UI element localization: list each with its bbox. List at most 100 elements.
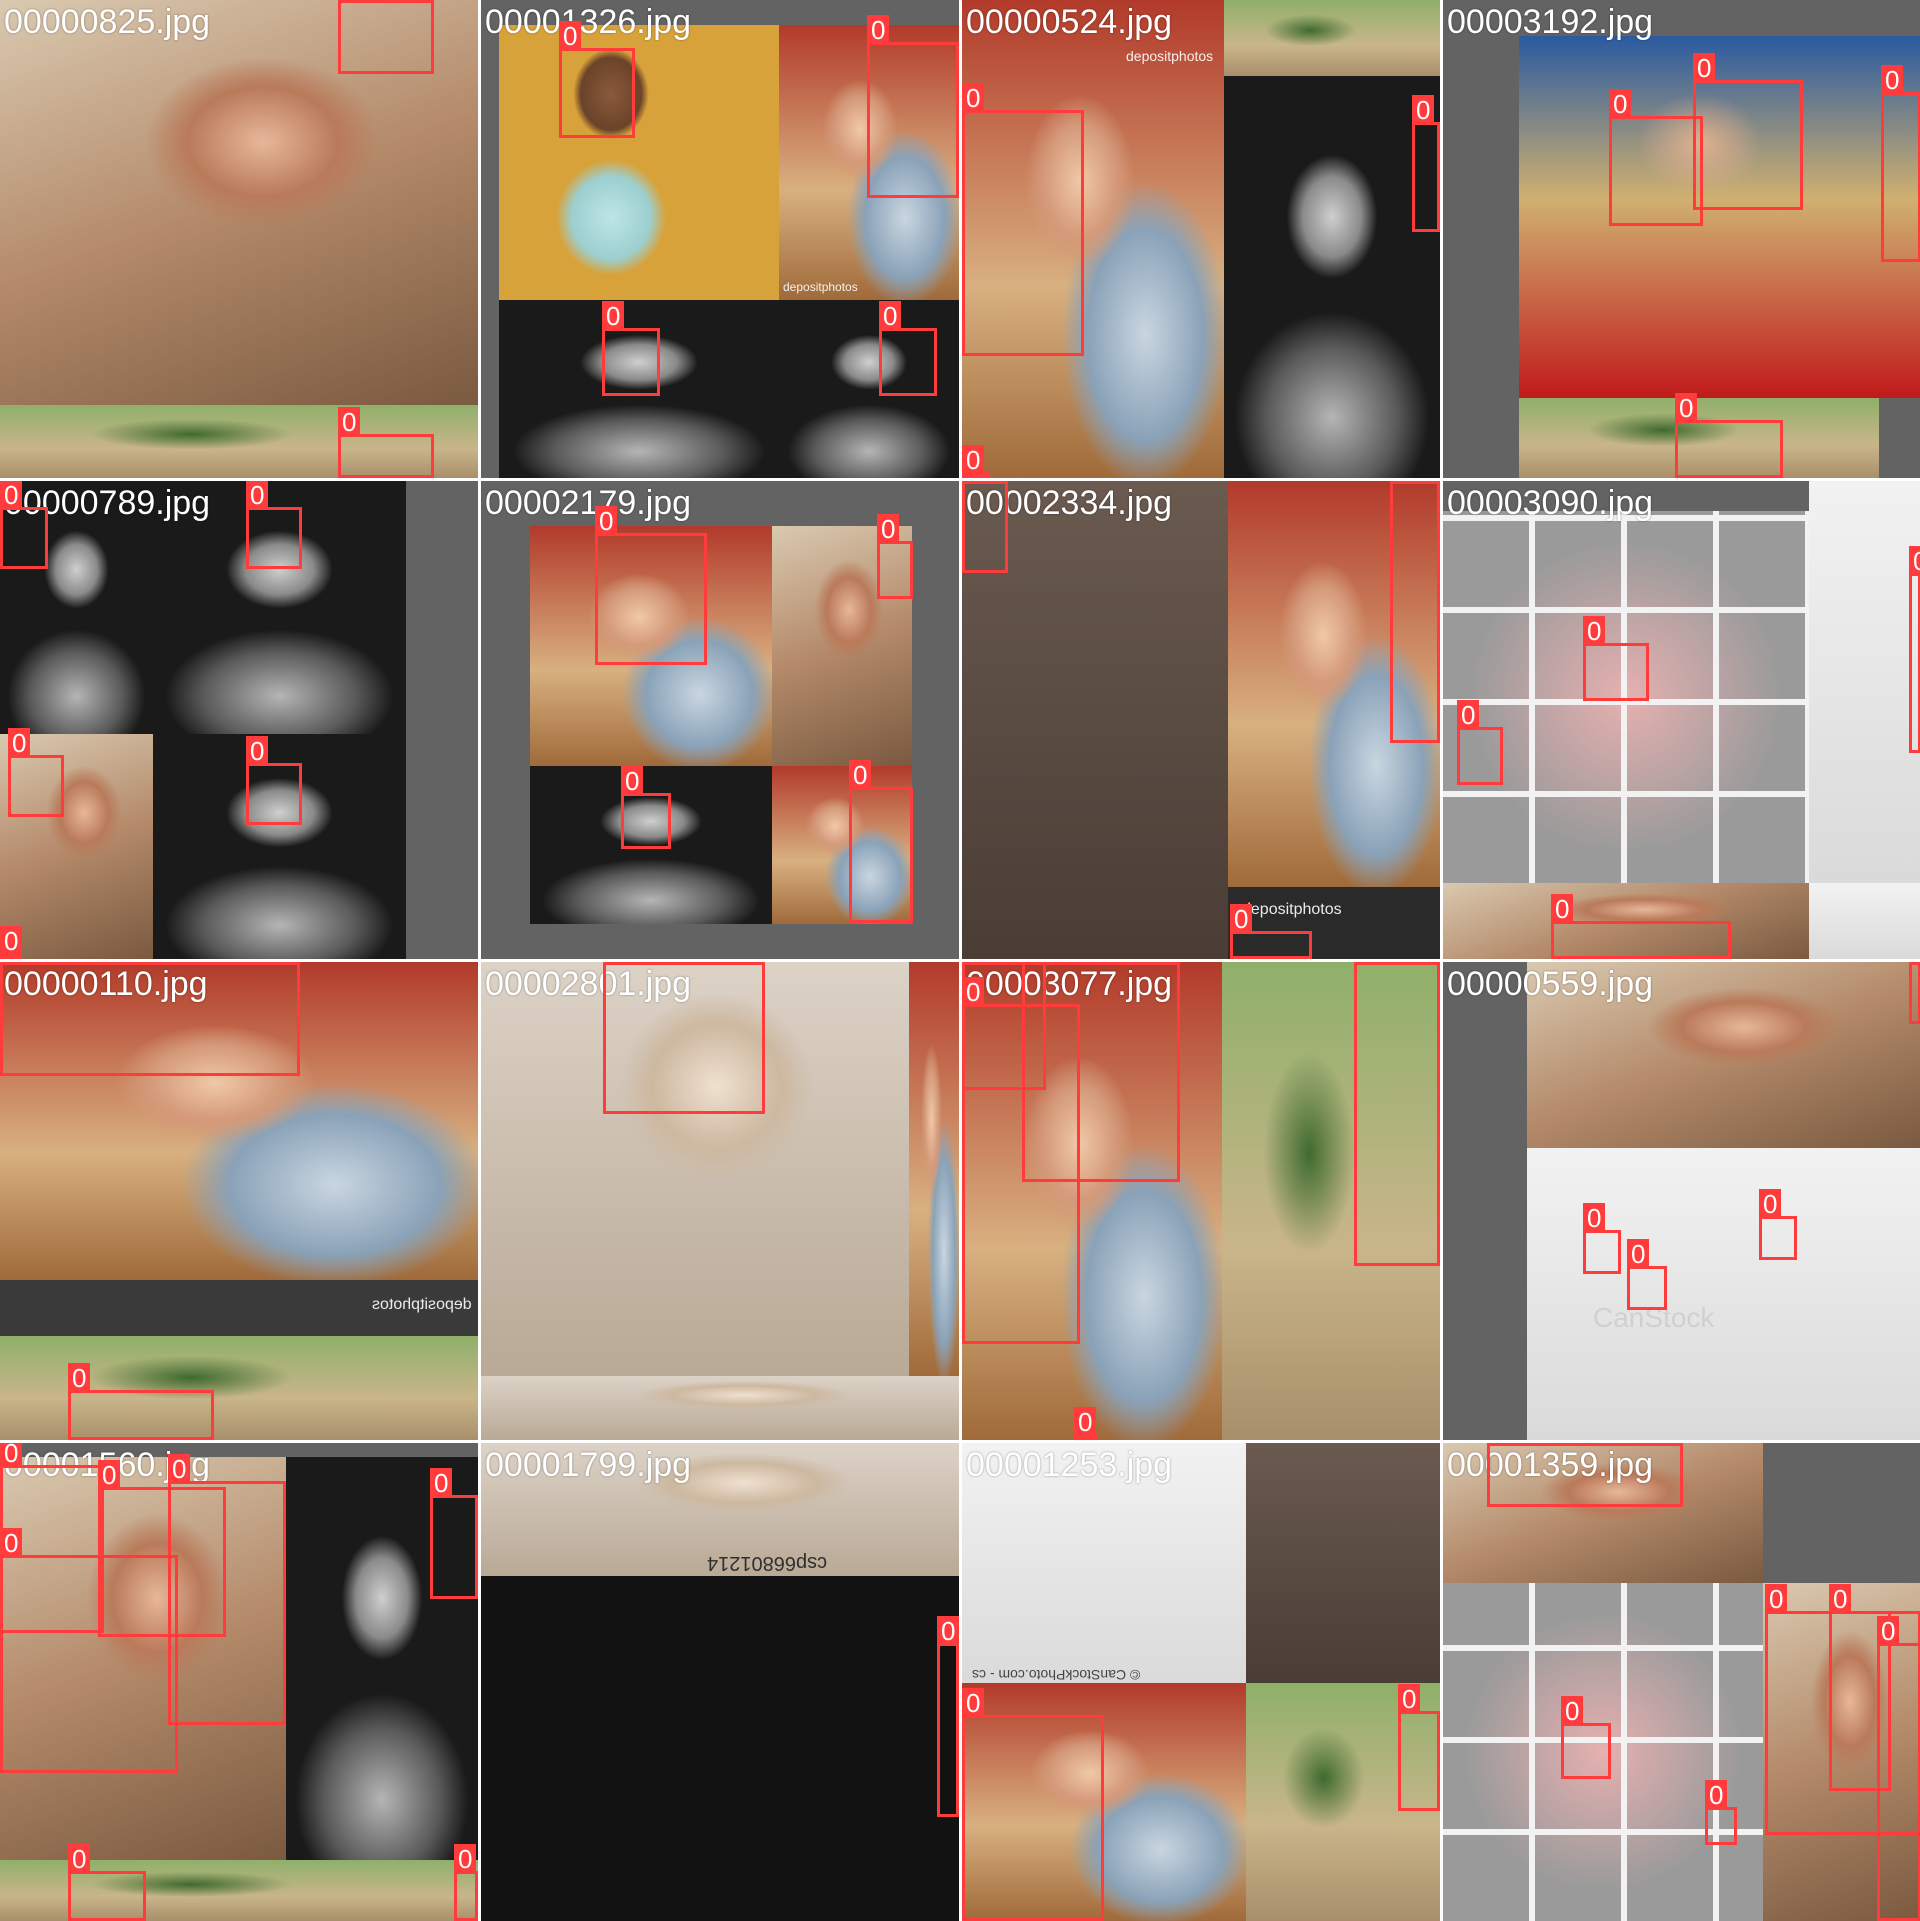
class-label: 0 <box>1398 1684 1421 1714</box>
tile-filename: 00001326.jpg <box>485 3 692 41</box>
detection-box: 0 <box>962 445 990 478</box>
photo-panel <box>286 1457 478 1860</box>
photo-panel <box>1519 36 1920 398</box>
photo-panel <box>1224 76 1440 478</box>
detection-box: 0 <box>621 766 671 849</box>
class-label: 0 <box>1675 393 1698 423</box>
mosaic-tile: csp66801214 00001799.jpg 0 <box>481 1443 959 1921</box>
detection-box: 0 <box>1457 700 1503 785</box>
class-label: 0 <box>962 83 985 113</box>
detection-box: 0 <box>0 481 48 569</box>
tile-filename: 00000110.jpg <box>4 965 208 1003</box>
class-label: 0 <box>1551 894 1574 924</box>
class-label: 0 <box>454 1844 477 1874</box>
photo-panel <box>1443 1583 1763 1921</box>
class-label: 0 <box>0 962 23 965</box>
photo-panel <box>1443 1443 1763 1583</box>
detection-box: 0 <box>1881 65 1920 262</box>
detection-box: 0 <box>1609 89 1703 226</box>
class-label: 0 <box>1022 962 1045 965</box>
mosaic-tile: 00001560.jpg 0 0 0 0 0 0 0 <box>0 1443 478 1921</box>
photo-panel <box>153 481 406 734</box>
detection-box: 0 <box>1627 1239 1667 1310</box>
class-label: 0 <box>1230 904 1253 934</box>
class-label: 0 <box>1457 700 1480 730</box>
detection-box: 0 <box>962 83 1084 356</box>
detection-box: 0 <box>1230 904 1312 959</box>
mosaic-tile: 00000789.jpg 0 0 0 0 0 <box>0 481 478 959</box>
class-label: 0 <box>1909 962 1920 965</box>
detection-box: 0 <box>962 977 1080 1344</box>
detection-box: 0 <box>1909 546 1920 753</box>
photo-panel <box>0 405 478 478</box>
photo-panel <box>1228 481 1440 887</box>
detection-box: 0 <box>602 301 660 396</box>
detection-box: 0 <box>454 1844 478 1921</box>
tile-filename: 00003090.jpg <box>1447 484 1654 522</box>
watermark-text: depositphotos <box>783 280 858 294</box>
tile-filename: 00001799.jpg <box>485 1446 692 1484</box>
photo-panel <box>481 962 909 1376</box>
detection-box: 0 <box>1074 1407 1098 1440</box>
class-label: 0 <box>877 514 900 544</box>
mosaic-tile: 00002801.jpg 0 <box>481 962 959 1440</box>
class-label: 0 <box>1609 89 1632 119</box>
mosaic-tile: 00002179.jpg 0 0 0 0 <box>481 481 959 959</box>
class-label: 0 <box>68 1363 91 1393</box>
class-label: 0 <box>246 481 269 510</box>
detection-box: 0 <box>1398 1684 1440 1811</box>
class-label: 0 <box>602 301 625 331</box>
photo-panel <box>1228 887 1440 959</box>
mosaic-tile: 00003077.jpg 0 0 0 0 0 <box>962 962 1440 1440</box>
detection-box: 0 <box>962 1688 1104 1921</box>
tile-filename: 00000524.jpg <box>966 3 1173 41</box>
mosaic-tile: depositphotos 00002334.jpg 0 0 0 <box>962 481 1440 959</box>
tile-filename: 00000559.jpg <box>1447 965 1654 1003</box>
photo-panel <box>909 962 959 1376</box>
class-label: 0 <box>338 407 361 437</box>
detection-box: 0 <box>68 1844 146 1921</box>
photo-panel <box>153 734 406 959</box>
detection-box: 0 <box>1022 962 1180 1182</box>
detection-box: 0 <box>937 1616 959 1817</box>
detection-box: 0 <box>1705 1780 1737 1845</box>
photo-panel <box>0 962 478 1280</box>
detection-box: 0 <box>559 21 635 138</box>
tile-filename: 00003077.jpg <box>966 965 1173 1003</box>
class-label: 0 <box>8 728 31 758</box>
photo-panel <box>530 526 772 766</box>
tile-filename: 00002801.jpg <box>485 965 692 1003</box>
class-label: 0 <box>1705 1780 1728 1810</box>
detection-box: 0 <box>1354 962 1440 1266</box>
photo-panel <box>0 481 153 734</box>
class-label: 0 <box>962 481 985 484</box>
tile-filename: 00000825.jpg <box>4 3 211 41</box>
detection-box: 0 <box>0 926 23 959</box>
tile-filename: 00000789.jpg <box>4 484 211 522</box>
photo-panel <box>1519 398 1879 478</box>
detection-box: 0 <box>8 728 64 817</box>
class-label: 0 <box>1074 1407 1097 1437</box>
detection-box: 0 <box>879 301 937 396</box>
watermark-text: depositphotos <box>372 1296 472 1313</box>
mosaic-tile: 00001359.jpg 0 0 0 0 0 0 <box>1443 1443 1920 1921</box>
detection-box: 0 <box>1390 481 1440 743</box>
class-label: 0 <box>1765 1584 1788 1614</box>
photo-panel <box>481 1443 959 1576</box>
photo-panel <box>1527 962 1920 1148</box>
photo-panel <box>481 1576 959 1921</box>
mosaic-tile: © CanStockPhoto.com - cs 00001253.jpg 0 … <box>962 1443 1440 1921</box>
photo-panel <box>1527 1148 1920 1440</box>
detection-box: 0 <box>1909 962 1920 1024</box>
detection-box: 0 <box>877 514 913 599</box>
class-label: 0 <box>962 445 985 475</box>
class-label: 0 <box>1759 1189 1782 1219</box>
class-label: 0 <box>1881 65 1904 95</box>
tile-filename: 00001253.jpg <box>966 1446 1173 1484</box>
detection-box: 0 <box>867 15 959 198</box>
class-label: 0 <box>962 1688 985 1718</box>
detection-box: 0 <box>603 962 765 1114</box>
photo-panel <box>0 0 478 405</box>
class-label: 0 <box>1583 1203 1606 1233</box>
mosaic-tile: depositphotos 00000524.jpg 0 0 0 <box>962 0 1440 478</box>
